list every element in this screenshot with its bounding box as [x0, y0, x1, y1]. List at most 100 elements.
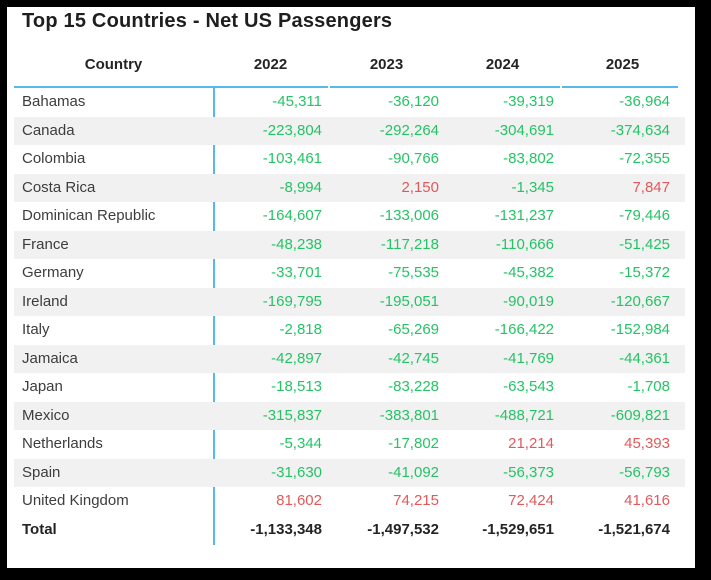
value-cell-2024: 72,424 — [508, 492, 554, 509]
table-row: Mexico -315,837 -383,801 -488,721 -609,8… — [14, 401, 685, 430]
header-underline — [14, 86, 685, 88]
country-cell: Dominican Republic — [22, 207, 156, 224]
country-cell: France — [22, 235, 69, 253]
value-cell-2024: -166,422 — [494, 321, 554, 338]
value-cell-2025: -72,355 — [619, 150, 670, 167]
value-cell-2024: -39,319 — [503, 93, 554, 110]
value-cell-2024: -90,019 — [503, 292, 554, 310]
value-cell-2024: -304,691 — [494, 121, 554, 139]
value-cell-2025: 41,616 — [624, 492, 670, 509]
table-header-row: Country 2022 2023 2024 2025 — [14, 44, 685, 84]
value-cell-2023: -17,802 — [388, 435, 439, 452]
country-cell: Mexico — [22, 406, 70, 424]
value-cell-2025: -374,634 — [610, 121, 670, 139]
value-cell-2023: -83,228 — [388, 378, 439, 395]
page-title: Top 15 Countries - Net US Passengers — [22, 10, 393, 32]
value-cell-2023: -90,766 — [388, 150, 439, 167]
table-row: Canada -223,804 -292,264 -304,691 -374,6… — [14, 116, 685, 145]
country-cell: Ireland — [22, 292, 68, 310]
table-row: Italy -2,818 -65,269 -166,422 -152,984 — [14, 316, 685, 345]
value-cell-2022: -42,897 — [271, 349, 322, 367]
value-cell-2024: -45,382 — [503, 264, 554, 281]
value-cell-2025: -56,793 — [619, 463, 670, 481]
value-cell-2025: -44,361 — [619, 349, 670, 367]
value-cell-2024: -1,529,651 — [482, 520, 554, 538]
value-cell-2022: -223,804 — [262, 121, 322, 139]
value-cell-2025: 7,847 — [632, 178, 670, 196]
column-header-country: Country — [84, 55, 143, 73]
table-row: Bahamas -45,311 -36,120 -39,319 -36,964 — [14, 88, 685, 117]
table-row: Dominican Republic -164,607 -133,006 -13… — [14, 202, 685, 231]
column-header-2022: 2022 — [253, 55, 288, 73]
value-cell-2023: -75,535 — [388, 264, 439, 281]
country-cell: United Kingdom — [22, 492, 129, 509]
value-cell-2023: -117,218 — [380, 235, 439, 253]
value-cell-2024: -131,237 — [494, 207, 554, 224]
value-cell-2022: -315,837 — [262, 406, 322, 424]
value-cell-2023: -133,006 — [379, 207, 439, 224]
country-cell: Jamaica — [22, 349, 78, 367]
table-row: Colombia -103,461 -90,766 -83,802 -72,35… — [14, 145, 685, 174]
value-cell-2022: -18,513 — [271, 378, 322, 395]
value-cell-2023: -195,051 — [379, 292, 439, 310]
value-cell-2025: -609,821 — [610, 406, 670, 424]
value-cell-2025: -1,521,674 — [598, 520, 670, 538]
value-cell-2023: -292,264 — [379, 121, 439, 139]
value-cell-2023: -383,801 — [379, 406, 439, 424]
value-cell-2022: -2,818 — [279, 321, 322, 338]
value-cell-2024: 21,214 — [508, 435, 554, 452]
country-cell: Bahamas — [22, 93, 86, 110]
header-underline-segment — [562, 86, 678, 88]
value-cell-2025: -36,964 — [619, 93, 670, 110]
country-cell: Netherlands — [22, 435, 103, 452]
value-cell-2022: -103,461 — [262, 150, 322, 167]
value-cell-2022: -169,795 — [262, 292, 322, 310]
value-cell-2022: -164,607 — [262, 207, 322, 224]
value-cell-2025: 45,393 — [624, 435, 670, 452]
value-cell-2024: -56,373 — [503, 463, 554, 481]
value-cell-2024: -488,721 — [494, 406, 554, 424]
value-cell-2025: -51,425 — [619, 235, 670, 253]
value-cell-2022: -33,701 — [271, 264, 322, 281]
table-row: Netherlands -5,344 -17,802 21,214 45,393 — [14, 430, 685, 459]
value-cell-2025: -15,372 — [619, 264, 670, 281]
total-row: Total -1,133,348 -1,497,532 -1,529,651 -… — [14, 516, 685, 545]
table-row: Japan -18,513 -83,228 -63,543 -1,708 — [14, 373, 685, 402]
value-cell-2024: -110,666 — [495, 235, 554, 253]
value-cell-2025: -79,446 — [619, 207, 670, 224]
table-row: Ireland -169,795 -195,051 -90,019 -120,6… — [14, 287, 685, 316]
table-row: Jamaica -42,897 -42,745 -41,769 -44,361 — [14, 344, 685, 373]
value-cell-2024: -63,543 — [503, 378, 554, 395]
value-cell-2023: 74,215 — [393, 492, 439, 509]
value-cell-2022: -45,311 — [272, 93, 322, 110]
column-header-2023: 2023 — [369, 55, 404, 73]
value-cell-2024: -41,769 — [503, 349, 554, 367]
table-row: Germany -33,701 -75,535 -45,382 -15,372 — [14, 259, 685, 288]
header-underline-segment — [330, 86, 560, 88]
country-cell: Spain — [22, 463, 61, 481]
column-header-2025: 2025 — [605, 55, 640, 73]
table-body: Bahamas -45,311 -36,120 -39,319 -36,964 … — [14, 88, 685, 544]
value-cell-2022: -48,238 — [271, 235, 322, 253]
value-cell-2023: -65,269 — [388, 321, 439, 338]
table-row: Costa Rica -8,994 2,150 -1,345 7,847 — [14, 173, 685, 202]
value-cell-2023: 2,150 — [401, 178, 439, 196]
value-cell-2022: -8,994 — [279, 178, 322, 196]
header-underline-segment — [14, 86, 328, 88]
country-cell: Italy — [22, 321, 50, 338]
value-cell-2022: 81,602 — [276, 492, 322, 509]
value-cell-2023: -1,497,532 — [367, 520, 439, 538]
value-cell-2022: -1,133,348 — [250, 520, 322, 538]
value-cell-2024: -83,802 — [503, 150, 554, 167]
value-cell-2022: -5,344 — [279, 435, 322, 452]
country-cell: Germany — [22, 264, 84, 281]
table-row: United Kingdom 81,602 74,215 72,424 41,6… — [14, 487, 685, 516]
value-cell-2025: -120,667 — [610, 292, 670, 310]
column-header-2024: 2024 — [485, 55, 520, 73]
table-row: France -48,238 -117,218 -110,666 -51,425 — [14, 230, 685, 259]
value-cell-2023: -36,120 — [388, 93, 439, 110]
value-cell-2025: -1,708 — [627, 378, 670, 395]
country-cell: Japan — [22, 378, 63, 395]
country-cell: Canada — [22, 121, 75, 139]
